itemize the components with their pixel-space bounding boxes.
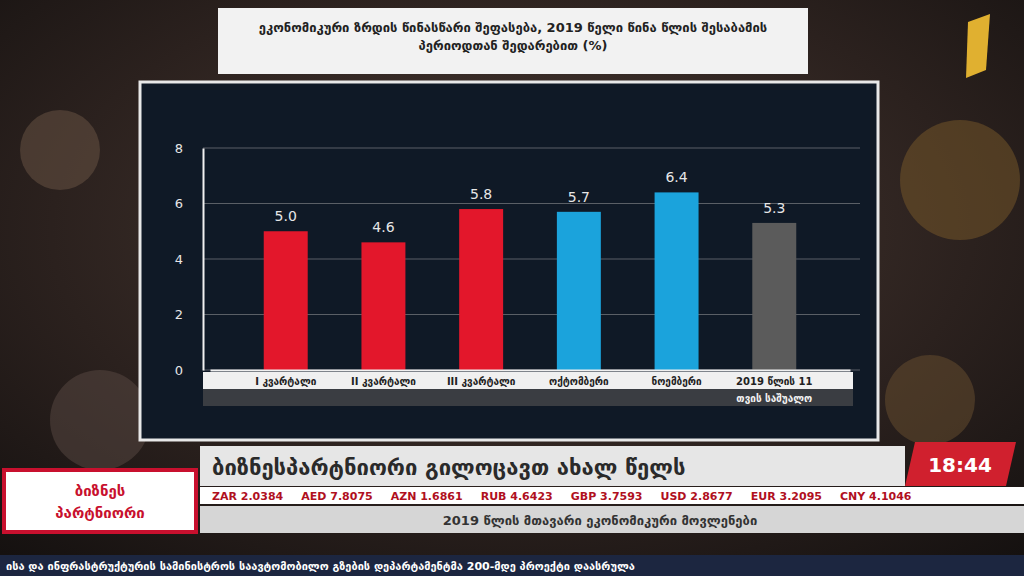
y-tick-label: 6: [175, 196, 183, 211]
y-tick-label: 4: [175, 252, 183, 267]
x-label-strip-lower: [203, 389, 853, 406]
ticker-item: GBP 3.7593: [571, 490, 643, 503]
x-tick-label: II კვარტალი: [351, 376, 416, 387]
x-axis: I კვარტალი II კვარტალი III კვარტალი ოქტომბე…: [211, 370, 851, 404]
y-tick-label: 0: [175, 363, 183, 378]
x-tick-label: I კვარტალი: [255, 376, 316, 387]
title-box: [218, 8, 808, 74]
x-tick-label: ნოემბერი: [652, 376, 702, 387]
subtitle-box: [200, 506, 1024, 533]
bar: [557, 212, 601, 370]
x-tick: III კვარტალი: [447, 370, 516, 387]
x-tick-label: III კვარტალი: [447, 376, 516, 387]
bar: [264, 231, 308, 370]
logo-text: ბიზნეს: [75, 482, 126, 500]
crawl-box: [0, 555, 1024, 576]
time-box: [905, 442, 1016, 486]
logo-text: პარტნიორი: [55, 504, 144, 522]
x-tick: ნოემბერი: [652, 370, 702, 387]
headline-box: [200, 446, 905, 486]
bar: [752, 223, 796, 370]
y-tick: 0: [175, 363, 203, 378]
x-tick: ოქტომბერი: [549, 370, 609, 387]
data-label: 4.6: [372, 219, 394, 235]
y-tick: 4: [175, 252, 203, 267]
ticker-item: RUB 4.6423: [481, 490, 553, 503]
grid: [203, 148, 860, 370]
ticker-item: AED 7.8075: [301, 490, 372, 503]
x-axis-line: [211, 370, 851, 372]
ticker-item: ZAR 2.0384: [212, 490, 284, 503]
ticker-item: EUR 3.2095: [751, 490, 822, 503]
y-tick: 8: [175, 141, 203, 156]
ticker-item: USD 2.8677: [661, 490, 733, 503]
x-tick: II კვარტალი: [351, 370, 416, 387]
screen: ეკონომიკური ზრდის წინასწარი შეფასება, 20…: [0, 0, 1024, 576]
ticker-item: CNY 4.1046: [840, 490, 912, 503]
y-axis: 0 2 4 6 8: [175, 141, 204, 378]
x-tick-label: 2019 წლის 11თვის საშუალო: [736, 376, 812, 404]
bar: [361, 242, 405, 370]
x-label-strip: [203, 372, 853, 389]
data-label: 5.0: [275, 208, 297, 224]
data-label: 5.3: [763, 200, 785, 216]
background-blob: [50, 370, 150, 470]
subtitle: 2019 წლის მთავარი ეკონომიკური მოვლენები: [443, 513, 757, 528]
crawl: ისა და ინფრასტრუქტურის სამინისტროს საავტ…: [6, 560, 635, 573]
data-label: 5.8: [470, 186, 492, 202]
x-tick: 2019 წლის 11თვის საშუალო: [736, 370, 812, 404]
channel-logo: [966, 14, 990, 78]
x-tick: I კვარტალი: [255, 370, 316, 387]
y-tick-label: 2: [175, 307, 183, 322]
background-blob: [900, 120, 1020, 240]
y-tick: 2: [175, 307, 203, 322]
data-label: 5.7: [568, 189, 590, 205]
logo-box: [4, 470, 196, 532]
background-blob: [885, 355, 975, 445]
y-axis-line: [203, 149, 205, 371]
grid-line: [203, 148, 860, 149]
bar: [655, 192, 699, 370]
grid-line: [203, 370, 860, 371]
background: [0, 0, 1024, 576]
headline: ბიზნესპარტნიორი გილოცავთ ახალ წელს: [212, 455, 685, 480]
data-label: 6.4: [665, 169, 687, 185]
ticker-box: [200, 487, 1024, 504]
x-tick-label: ოქტომბერი: [549, 376, 609, 387]
grid-line: [203, 203, 860, 204]
bar: [459, 209, 503, 370]
background-blob: [20, 110, 100, 190]
chart-panel: [140, 82, 878, 440]
chart-title: ეკონომიკური ზრდის წინასწარი შეფასება, 20…: [259, 20, 767, 53]
data-labels: 5.0 4.6 5.8 5.7 6.4 5.3: [275, 169, 786, 235]
time: 18:44: [928, 453, 992, 477]
y-tick-label: 8: [175, 141, 183, 156]
bars: [264, 192, 797, 370]
y-tick: 6: [175, 196, 203, 211]
ticker-item: AZN 1.6861: [391, 490, 463, 503]
